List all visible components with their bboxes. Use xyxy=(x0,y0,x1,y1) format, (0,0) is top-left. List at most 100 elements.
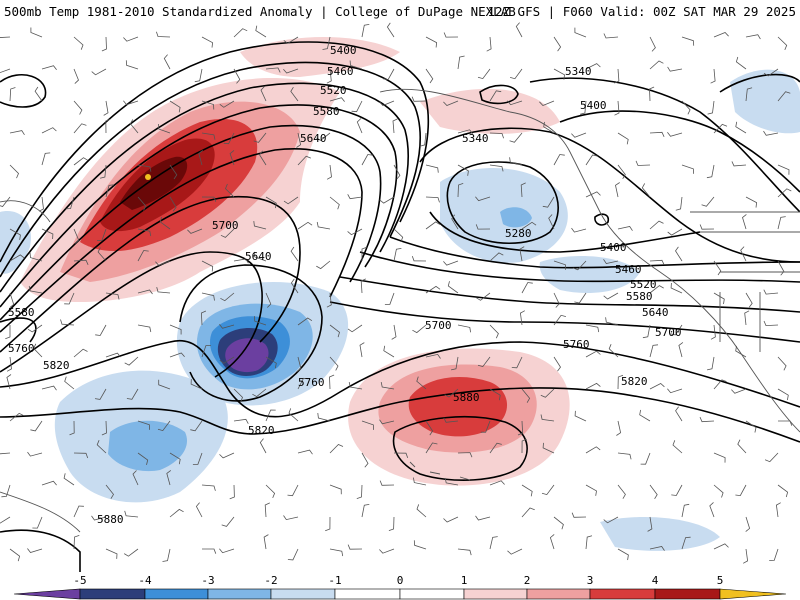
wind-barb xyxy=(129,119,139,134)
contour-label: 5400 xyxy=(580,99,607,112)
wind-barb xyxy=(329,444,344,454)
wind-barb xyxy=(641,183,651,198)
wind-barb xyxy=(379,548,395,554)
wind-barb xyxy=(379,196,395,204)
wind-barb xyxy=(233,388,243,403)
wind-barb xyxy=(742,214,747,230)
wind-barb xyxy=(617,164,626,180)
wind-barb xyxy=(223,132,235,145)
anomaly-map: 5400 5460 5520 5580 5640 5700 5340 5400 … xyxy=(0,22,800,572)
wind-barb xyxy=(412,324,427,334)
wind-barb xyxy=(778,420,793,426)
wind-barb xyxy=(745,292,753,308)
wind-barb xyxy=(65,196,75,210)
wind-barb xyxy=(359,342,365,358)
wind-barb xyxy=(553,356,561,372)
wind-barb xyxy=(672,440,683,454)
header: 500mb Temp 1981-2010 Standardized Anomal… xyxy=(0,0,800,22)
wind-barb xyxy=(457,129,473,135)
wind-barb xyxy=(585,382,601,390)
wind-barb xyxy=(169,100,181,113)
wind-barb xyxy=(290,86,299,102)
wind-barb xyxy=(553,154,565,166)
wind-barb xyxy=(777,91,791,102)
wind-barb xyxy=(745,87,753,102)
wind-barb xyxy=(73,348,88,358)
wind-barb xyxy=(519,246,525,262)
wind-barb xyxy=(169,452,181,465)
wind-barb xyxy=(380,382,395,390)
wind-barb xyxy=(41,65,57,70)
contour-label: 5880 xyxy=(453,391,480,404)
warm-anomaly-extreme xyxy=(145,174,151,180)
wind-barb xyxy=(254,316,267,326)
wind-barb xyxy=(201,484,216,491)
wind-barb xyxy=(329,97,345,102)
wind-barb xyxy=(0,68,11,74)
contour-label: 5700 xyxy=(655,326,682,339)
wind-barb xyxy=(201,196,217,202)
contour-label: 5760 xyxy=(8,342,35,355)
wind-barb xyxy=(169,324,182,335)
colorbar-bin-p2 xyxy=(526,588,591,600)
contour-label: 5520 xyxy=(630,278,657,291)
wind-barb xyxy=(169,352,185,358)
wind-barb xyxy=(253,221,267,230)
wind-barb xyxy=(379,419,395,425)
colorbar-label: 2 xyxy=(523,574,531,587)
wind-barb xyxy=(201,345,211,358)
wind-barb xyxy=(326,68,332,84)
wind-barb xyxy=(614,68,620,84)
wind-barb xyxy=(667,228,683,236)
wind-barb xyxy=(764,452,779,463)
contour-label: 5400 xyxy=(600,241,627,254)
wind-barb xyxy=(553,314,567,326)
colorbar-label: 1 xyxy=(460,574,468,587)
wind-barb xyxy=(252,388,267,398)
wind-barb xyxy=(101,36,107,52)
wind-barb xyxy=(614,100,620,116)
wind-barb xyxy=(73,36,84,50)
wind-barb xyxy=(489,388,501,401)
wind-barb xyxy=(329,356,339,371)
wind-barb xyxy=(0,516,11,524)
wind-barb xyxy=(603,33,619,39)
wind-barb xyxy=(603,292,619,300)
wind-barb xyxy=(105,484,114,499)
wind-barb xyxy=(675,406,683,422)
wind-barb xyxy=(155,260,171,266)
wind-barb xyxy=(649,484,658,500)
wind-barb xyxy=(443,32,459,38)
wind-barb xyxy=(571,512,587,518)
wind-barb xyxy=(511,356,523,369)
wind-barb xyxy=(361,246,367,261)
wind-barb xyxy=(608,344,619,358)
wind-barb xyxy=(777,260,785,276)
colorbar-bin-m3 xyxy=(144,588,209,600)
contour-label: 5580 xyxy=(8,306,35,319)
wind-barb xyxy=(73,123,87,134)
wind-barb xyxy=(649,259,665,265)
wind-barb xyxy=(264,502,270,518)
wind-barb xyxy=(259,150,267,166)
wind-barb xyxy=(443,417,459,423)
wind-barb xyxy=(425,442,438,454)
wind-barb xyxy=(617,452,632,460)
wind-barb xyxy=(681,536,691,550)
wind-barb xyxy=(27,451,43,457)
wind-barb xyxy=(585,350,601,358)
wind-barb xyxy=(777,188,792,198)
wind-barb xyxy=(574,410,587,422)
wind-barb xyxy=(91,68,107,76)
wind-barb xyxy=(132,470,139,486)
colorbar-label: -1 xyxy=(328,574,342,587)
wind-barb xyxy=(585,446,601,454)
contour-label: 5340 xyxy=(462,132,489,145)
wind-barb xyxy=(521,438,527,454)
wind-barb xyxy=(713,452,726,463)
wind-barb xyxy=(475,515,491,521)
wind-barb xyxy=(521,282,533,294)
wind-barb xyxy=(391,324,397,340)
wind-barb xyxy=(221,516,235,527)
wind-barb xyxy=(219,324,235,329)
